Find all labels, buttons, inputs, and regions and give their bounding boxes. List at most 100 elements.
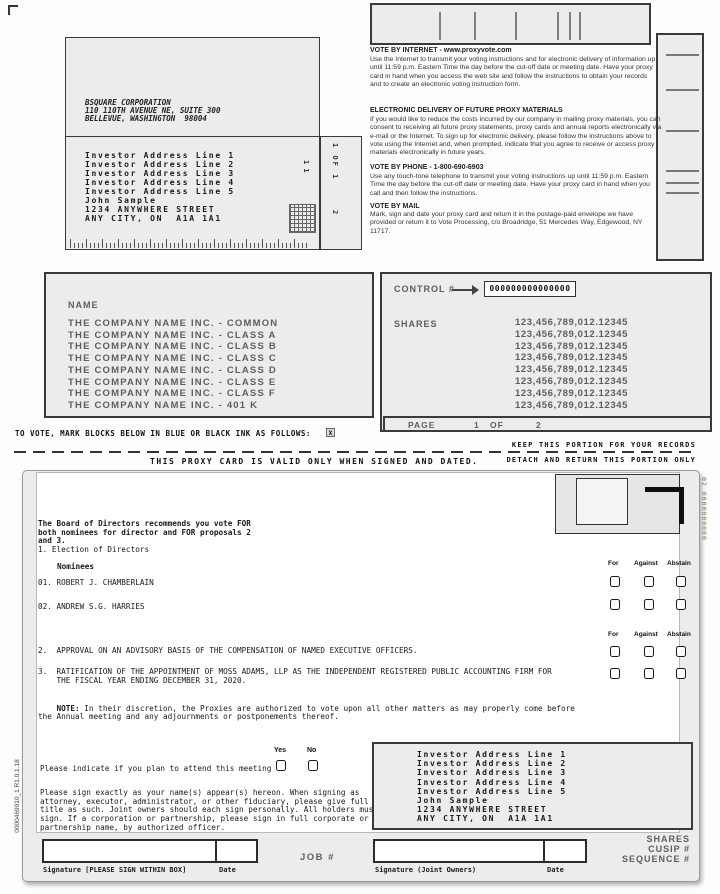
checkbox-nominee1-for[interactable] [610,576,620,587]
account-row: THE COMPANY NAME INC. - CLASS F [68,388,276,400]
note-text: NOTE: In their discretion, the Proxies a… [38,696,583,731]
control-arrow-head [472,285,479,295]
envelope-window-box [65,135,320,250]
scan-square [576,478,628,525]
page-number-box [383,416,712,432]
account-row: THE COMPANY NAME INC. - CLASS B [68,341,277,353]
shares-row: 123,456,789,012.12345 [515,375,628,387]
account-row: THE COMPANY NAME INC. - COMMON [68,318,279,329]
alignment-column-box [656,33,704,261]
alignment-mark [666,130,699,132]
card-investor-address: Investor Address Line 1 Investor Address… [417,750,567,824]
page-label: PAGE [408,420,436,430]
x-mark-sample: X [326,428,335,437]
barcode-tick [557,12,559,40]
grid-pattern [289,204,316,233]
signature-joint-label: Signature (Joint Owners) [375,866,477,874]
return-address: BSQUARE CORPORATION 110 110TH AVENUE NE,… [85,98,221,124]
column-against: Against [634,560,658,567]
board-recommendation: The Board of Directors recommends you vo… [38,519,251,546]
checkbox-nominee1-abstain[interactable] [676,576,686,587]
control-number-box: 000000000000000 [484,281,576,297]
checkbox-proposal3-for[interactable] [610,668,620,679]
attend-no-label: No [307,747,317,754]
proposal-2-text: 2. APPROVAL ON AN ADVISORY BASIS OF THE … [38,646,418,655]
signature-primary-box[interactable] [42,839,217,863]
strip-page-label: 1 OF 1 [331,143,339,181]
proposal-1-title: 1. Election of Directors [38,545,150,554]
barcode-tick [515,12,517,40]
attend-question: Please indicate if you plan to attend th… [40,764,272,773]
date-primary-label: Date [219,866,236,874]
barcode-tick [579,12,581,40]
vote-mail-title: VOTE BY MAIL [370,203,420,210]
proposal-3-text: 3. RATIFICATION OF THE APPOINTMENT OF MO… [38,667,552,685]
checkbox-proposal3-abstain[interactable] [676,668,686,679]
control-arrow [452,289,474,291]
scan-target-box [555,474,684,534]
attend-yes-label: Yes [274,747,287,754]
corner-mark [8,5,18,15]
envelope-return-box [65,37,320,137]
nominee-row-2: 02. ANDREW S.G. HARRIES [38,602,145,611]
name-accounts-box [44,272,374,418]
sign-instructions: Please sign exactly as your name(s) appe… [40,788,378,832]
keep-portion-note: KEEP THIS PORTION FOR YOUR RECORDS [511,441,696,449]
vote-internet-body: Use the Internet to transmit your voting… [370,56,656,88]
column-for: For [608,560,619,567]
checkbox-nominee2-against[interactable] [644,599,654,610]
shares-row: 123,456,789,012.12345 [515,364,628,376]
page-total: 2 [536,420,542,430]
control-label: CONTROL # [394,284,455,294]
shares-row: 123,456,789,012.12345 [515,399,628,411]
signature-joint-date-box[interactable] [543,839,587,863]
column-for: For [608,631,619,638]
barcode-tick [474,12,476,40]
note-body: In their discretion, the Proxies are aut… [38,703,575,722]
vote-phone-title: VOTE BY PHONE - 1-800-690-6903 [370,164,484,171]
nominee-row-1: 01. ROBERT J. CHAMBERLAIN [38,578,154,587]
note-label: NOTE: [56,703,80,713]
date-joint-label: Date [547,866,564,874]
strip-page2-label: 2 [331,210,339,215]
vote-phone-body: Use any touch-tone telephone to transmit… [370,173,650,197]
dashed-separator [14,451,698,453]
column-against: Against [634,631,658,638]
checkbox-attend-no[interactable] [308,760,318,771]
valid-when-signed-note: THIS PROXY CARD IS VALID ONLY WHEN SIGNE… [150,457,479,466]
checkbox-nominee1-against[interactable] [644,576,654,587]
alignment-mark [666,89,699,91]
envelope-page-strip [320,135,362,250]
checkbox-nominee2-for[interactable] [610,599,620,610]
signature-primary-date-box[interactable] [215,839,258,863]
to-vote-instruction: TO VOTE, MARK BLOCKS BELOW IN BLUE OR BL… [15,429,311,438]
checkbox-proposal2-against[interactable] [644,646,654,657]
checkbox-proposal2-abstain[interactable] [676,646,686,657]
page-of: OF [490,420,504,430]
corner-bracket-icon [645,487,684,492]
control-shares-box [380,272,712,432]
shares-row: 123,456,789,012.12345 [515,387,628,399]
checkbox-attend-yes[interactable] [276,760,286,771]
side-code-left: 0000469910_1 R1.0.1.18 [14,759,21,833]
nominees-label: Nominees [57,562,95,571]
signature-joint-box[interactable] [373,839,545,863]
vote-mail-body: Mark, sign and date your proxy card and … [370,211,643,235]
alignment-mark [666,182,699,184]
vote-internet-title: VOTE BY INTERNET - www.proxyvote.com [370,47,512,54]
checkbox-nominee2-abstain[interactable] [676,599,686,610]
checkbox-proposal3-against[interactable] [644,668,654,679]
job-number-label: JOB # [300,852,335,863]
postal-ruler [70,238,310,248]
corner-bracket-icon [679,487,684,524]
strip-marks: 1 1 [302,160,310,173]
alignment-mark [666,54,699,56]
page-current: 1 [474,420,480,430]
electronic-delivery-title: ELECTRONIC DELIVERY OF FUTURE PROXY MATE… [370,107,563,114]
shares-row: 123,456,789,012.12345 [515,328,628,340]
account-row: THE COMPANY NAME INC. - CLASS C [68,353,277,365]
shares-label: SHARES [394,319,438,329]
investor-address-window: Investor Address Line 1 Investor Address… [85,151,235,223]
checkbox-proposal2-for[interactable] [610,646,620,657]
